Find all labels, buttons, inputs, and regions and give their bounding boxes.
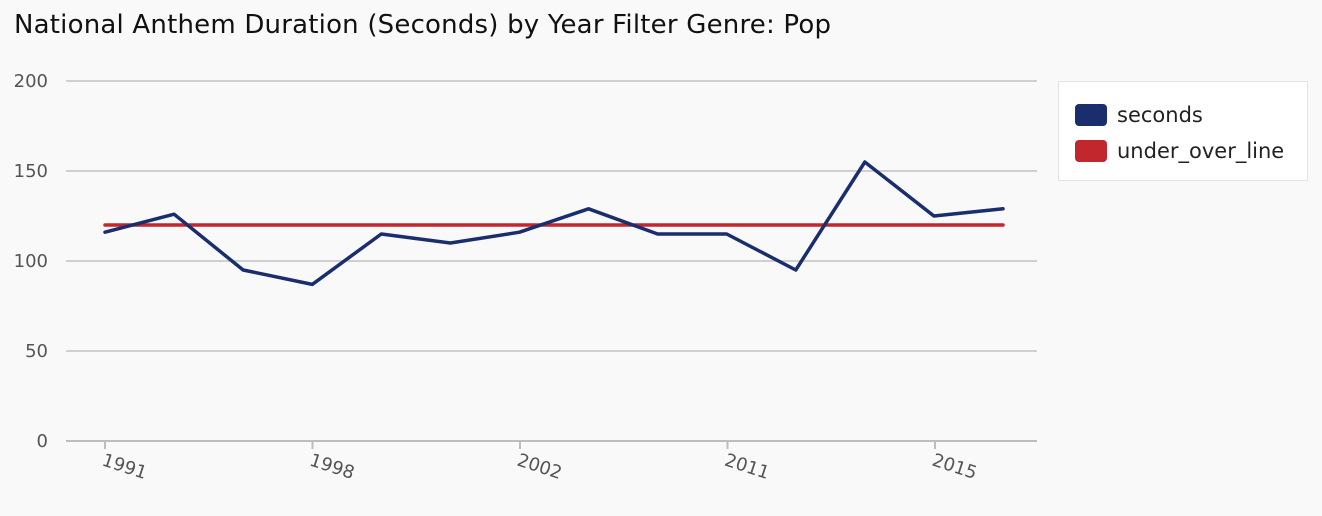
data-point-seconds-2[interactable] [240, 267, 246, 273]
y-tick-label-150: 150 [14, 161, 48, 182]
y-axis-labels: 0 50 100 150 200 [14, 71, 48, 452]
x-tick-label-2002: 2002 [514, 450, 564, 484]
data-point-seconds-10[interactable] [793, 267, 799, 273]
legend-item-seconds[interactable]: seconds [1075, 102, 1203, 128]
data-point-seconds-13[interactable] [1000, 206, 1006, 212]
chart-title: National Anthem Duration (Seconds) by Ye… [14, 10, 832, 40]
data-point-under-over-line-10[interactable] [793, 222, 799, 228]
y-tick-label-100: 100 [14, 251, 48, 272]
legend-label-under-over-line: under_over_line [1117, 139, 1285, 163]
legend-swatch-under-over-line [1075, 140, 1107, 162]
data-point-under-over-line-1[interactable] [171, 222, 177, 228]
data-point-seconds-1[interactable] [171, 211, 177, 217]
data-point-under-over-line-12[interactable] [931, 222, 937, 228]
data-point-under-over-line-9[interactable] [724, 222, 730, 228]
legend-swatch-seconds [1075, 104, 1107, 126]
y-tick-label-0: 0 [37, 431, 48, 452]
x-axis-ticks: 1991 1998 2002 2011 2015 [99, 441, 980, 484]
x-tick-label-1991: 1991 [99, 450, 149, 484]
data-point-seconds-12[interactable] [931, 213, 937, 219]
data-point-seconds-3[interactable] [309, 281, 315, 287]
y-tick-label-200: 200 [14, 71, 48, 92]
series-layer [102, 159, 1006, 287]
legend-item-under-over-line[interactable]: under_over_line [1075, 138, 1284, 164]
data-point-under-over-line-6[interactable] [516, 222, 522, 228]
data-point-under-over-line-8[interactable] [655, 222, 661, 228]
data-point-under-over-line-11[interactable] [862, 222, 868, 228]
data-point-seconds-8[interactable] [655, 231, 661, 237]
y-tick-label-50: 50 [25, 341, 48, 362]
series-line-seconds[interactable] [103, 160, 1005, 287]
data-point-under-over-line-2[interactable] [240, 222, 246, 228]
line-chart: 0 50 100 150 200 1991 1998 2002 2011 2015 [14, 71, 1037, 484]
legend-label-seconds: seconds [1117, 103, 1203, 127]
data-point-under-over-line-0[interactable] [102, 222, 108, 228]
data-point-under-over-line-7[interactable] [586, 222, 592, 228]
x-tick-label-2011: 2011 [722, 450, 772, 484]
data-point-under-over-line-4[interactable] [378, 222, 384, 228]
x-tick-label-1998: 1998 [307, 450, 357, 484]
data-point-seconds-6[interactable] [516, 229, 522, 235]
data-point-seconds-0[interactable] [102, 229, 108, 235]
data-point-seconds-11[interactable] [862, 159, 868, 165]
data-point-seconds-4[interactable] [378, 231, 384, 237]
data-point-seconds-5[interactable] [447, 240, 453, 246]
legend: seconds under_over_line [1058, 81, 1308, 181]
grid-layer [66, 80, 1037, 442]
data-point-under-over-line-3[interactable] [309, 222, 315, 228]
data-point-under-over-line-13[interactable] [1000, 222, 1006, 228]
data-point-under-over-line-5[interactable] [447, 222, 453, 228]
data-point-seconds-7[interactable] [586, 206, 592, 212]
data-point-seconds-9[interactable] [724, 231, 730, 237]
x-tick-label-2015: 2015 [929, 450, 979, 484]
